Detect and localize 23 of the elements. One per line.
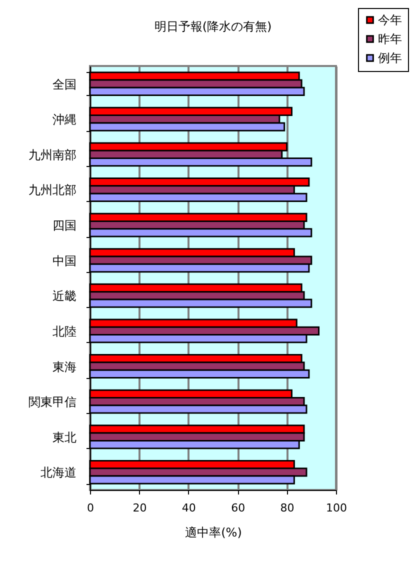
y-tick-label: 九州北部 xyxy=(28,183,76,198)
x-tick-label: 40 xyxy=(182,502,196,514)
y-tick-label: 北海道 xyxy=(40,466,76,480)
y-tick-label: 東海 xyxy=(52,360,76,374)
y-tick-label: 四国 xyxy=(52,218,76,233)
x-tick-label: 20 xyxy=(132,502,147,514)
x-tick-label: 60 xyxy=(231,502,246,514)
y-tick-label: 関東甲信 xyxy=(28,395,76,410)
x-tick-label: 80 xyxy=(280,502,294,514)
y-tick-label: 沖縄 xyxy=(52,112,76,127)
legend-label: 例年 xyxy=(378,51,402,65)
legend-label: 今年 xyxy=(378,13,402,27)
y-tick-label: 全国 xyxy=(52,77,76,92)
y-tick-label: 中国 xyxy=(52,254,76,268)
y-tick-label: 北陸 xyxy=(52,324,76,338)
chart-title: 明日予報(降水の有無) xyxy=(154,20,272,34)
legend-label: 昨年 xyxy=(378,32,402,46)
x-tick-label: 0 xyxy=(87,502,94,514)
y-tick-label: 近畿 xyxy=(52,289,76,304)
y-tick-label: 九州南部 xyxy=(28,148,76,162)
x-tick-label: 100 xyxy=(326,502,347,514)
y-tick-label: 東北 xyxy=(52,430,76,444)
x-axis-title: 適中率(%) xyxy=(185,526,242,540)
